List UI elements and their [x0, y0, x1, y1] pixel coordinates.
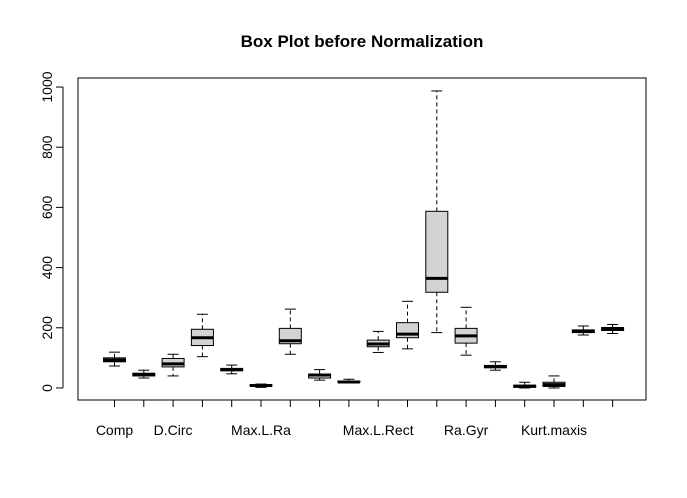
- chart-title: Box Plot before Normalization: [241, 32, 484, 51]
- box-2: [132, 369, 156, 379]
- x-tick-label: D.Circ: [154, 422, 193, 438]
- box-1: [103, 351, 126, 367]
- box-iqr: [425, 210, 449, 293]
- box-13: [454, 306, 478, 356]
- box-14: [483, 361, 507, 371]
- y-tick-label: 1000: [39, 71, 55, 102]
- x-tick-label: Max.L.Rect: [343, 422, 414, 438]
- box-5: [220, 364, 244, 375]
- y-tick-label: 0: [39, 384, 55, 392]
- y-tick-label: 800: [39, 135, 55, 159]
- box-11: [396, 300, 419, 350]
- x-tick-label: Comp: [96, 422, 134, 438]
- x-tick-label: Ra.Gyr: [444, 422, 489, 438]
- y-axis: 0 200 400 600 800 1000: [39, 71, 64, 392]
- y-tick-label: 200: [39, 316, 55, 340]
- box-7: [278, 308, 302, 355]
- x-tick-label: Max.L.Ra: [231, 422, 291, 438]
- box-8: [308, 369, 332, 381]
- box-3: [161, 353, 185, 377]
- box-15: [513, 381, 537, 389]
- box-18: [601, 323, 625, 334]
- box-12: [425, 90, 449, 334]
- box-10: [366, 330, 390, 353]
- box-9: [337, 378, 361, 384]
- plot-area-border: [77, 77, 647, 401]
- box-6: [249, 383, 273, 388]
- x-tick-label: Kurt.maxis: [521, 422, 587, 438]
- x-axis: Comp D.Circ Max.L.Ra Max.L.Rect Ra.Gyr Kurt.m…: [96, 399, 614, 438]
- boxes-group: [103, 90, 625, 389]
- y-tick-label: 400: [39, 256, 55, 280]
- box-4: [190, 313, 214, 358]
- box-17: [571, 325, 595, 336]
- box-16: [542, 375, 566, 389]
- y-tick-label: 600: [39, 196, 55, 220]
